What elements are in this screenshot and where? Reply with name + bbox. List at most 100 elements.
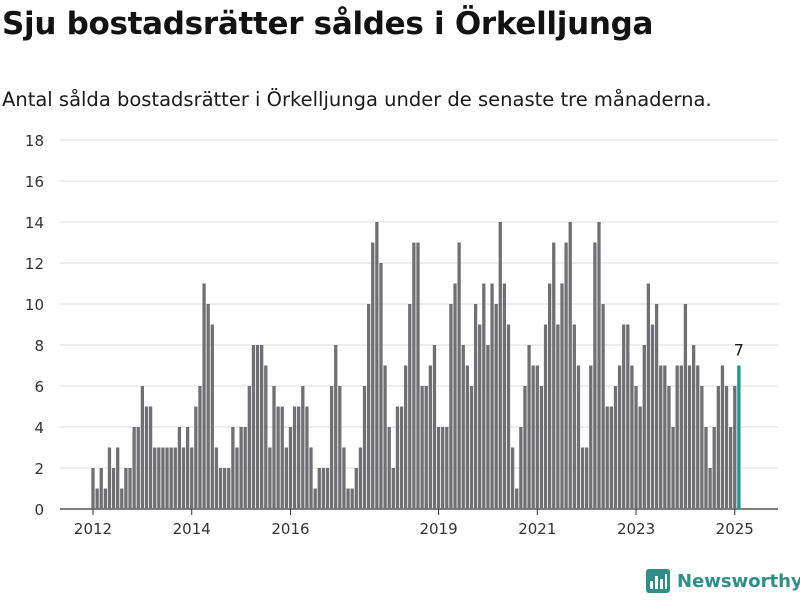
bar [210,324,214,509]
bar [626,324,630,509]
bar [642,345,646,509]
bar-chart: 0 2 4 6 8 10 12 14 16 18 2012 2014 2016 2019 2021 2023… [25,132,778,538]
bar [630,365,634,509]
x-tick-label: 2025 [716,520,754,538]
bar [679,365,683,509]
bar [395,406,400,509]
bar [268,447,272,509]
bar [280,406,284,509]
bar [194,406,198,509]
bar [646,283,651,509]
bar [111,468,116,509]
bar [548,283,552,509]
bar [576,365,581,509]
bar [609,406,613,509]
bar [663,365,667,509]
chart-title: Sju bostadsrätter såldes i Örkelljunga [2,6,654,42]
x-tick-label: 2021 [518,520,556,538]
bar [486,345,490,509]
bar [206,304,210,509]
bar [272,386,276,509]
bar [247,386,251,509]
bar [366,304,371,509]
bar [622,324,626,509]
bar [605,406,609,509]
bar [733,386,737,509]
bar [313,488,317,509]
bar [519,427,523,509]
bar [432,345,437,509]
bar [399,406,404,509]
y-tick-label: 8 [34,337,44,355]
bar [251,345,256,509]
x-tick-label: 2019 [419,520,457,538]
bar [375,222,379,509]
bar-highlight [737,365,741,509]
x-tick-label: 2023 [617,520,655,538]
bar [379,263,383,509]
bar [185,427,190,509]
bar [292,406,297,509]
bar [223,468,227,509]
bar [91,468,95,509]
y-tick-label: 12 [25,255,44,273]
bar [691,345,696,509]
bar [243,427,247,509]
x-tick-label: 2014 [173,520,211,538]
bar [148,406,153,509]
bar [457,242,461,509]
bar [506,324,511,509]
bar [144,406,149,509]
bar [535,365,539,509]
bar [325,468,330,509]
bar [334,345,338,509]
bar [428,365,432,509]
bar [585,447,589,509]
bar [716,386,720,509]
bar [453,283,457,509]
bar [255,345,260,509]
bar [338,386,342,509]
bar [239,427,243,509]
bar [169,447,173,509]
bar [473,304,478,509]
bar [103,488,107,509]
y-tick-label: 2 [34,460,44,478]
y-tick-label: 14 [25,214,44,232]
bar [342,447,346,509]
bar [704,427,708,509]
bar [214,447,219,509]
bar [305,406,309,509]
bar [445,427,449,509]
bar [408,304,412,509]
bar [157,447,161,509]
bar [482,283,486,509]
bar [617,365,622,509]
bar [120,488,124,509]
brand-logo[interactable]: Newsworthy [645,568,800,594]
bar [523,386,527,509]
bar [560,283,564,509]
bar [153,447,157,509]
bar [124,468,128,509]
bar [613,386,618,509]
bar [202,283,206,509]
bar [510,447,515,509]
bar [350,488,354,509]
bar [593,242,597,509]
bar [190,447,194,509]
bar [659,365,663,509]
bar [729,427,733,509]
brand-name: Newsworthy [677,570,800,592]
bar [539,386,544,509]
bar [515,488,519,509]
bar [317,468,321,509]
bar [404,365,408,509]
x-axis: 2012 2014 2016 2019 2021 2023 2025 [74,509,754,538]
bar [494,304,498,509]
x-tick-label: 2012 [74,520,112,538]
bar [708,468,712,509]
bar [650,324,655,509]
bar [227,468,231,509]
bar [231,427,235,509]
